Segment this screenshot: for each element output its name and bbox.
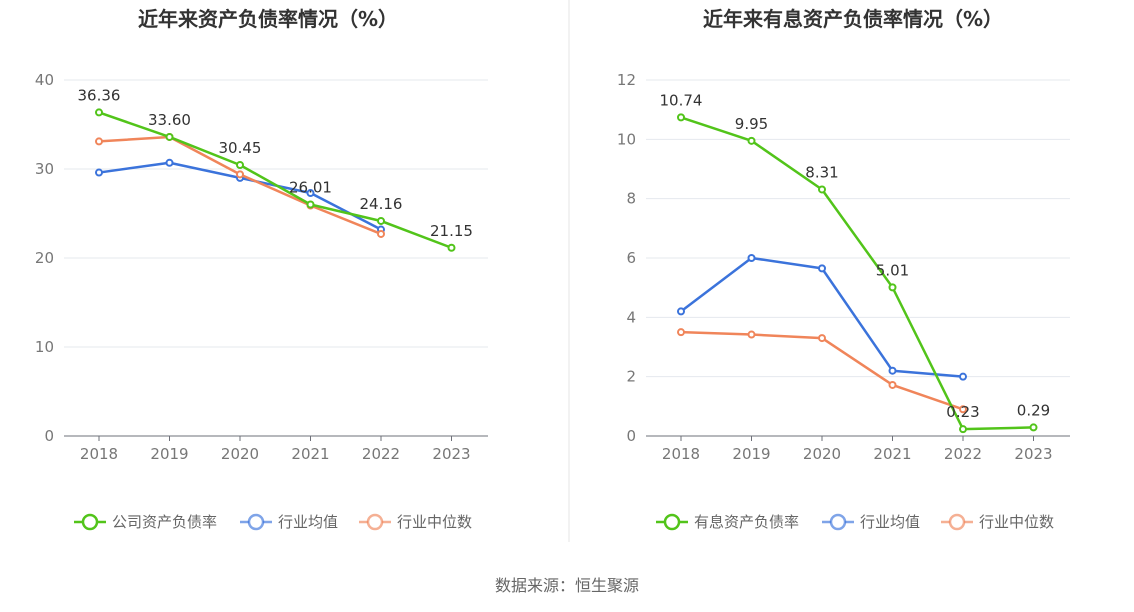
chart1-x-tick-label: 2022 [362, 445, 400, 463]
chart2-data-label: 9.95 [735, 115, 768, 133]
chart2-y-tick-label: 10 [617, 130, 636, 148]
chart2-series-3-point [959, 405, 967, 414]
chart1-series-3-point [95, 137, 103, 146]
chart1-legend-label-3: 行业中位数 [397, 513, 472, 531]
chart1-x-tick-label: 2023 [432, 445, 470, 463]
chart1-series-2-point [95, 168, 103, 177]
chart2-data-label: 10.74 [660, 91, 703, 109]
chart2-legend-marker-1 [663, 513, 681, 531]
chart1-x-tick-label: 2021 [291, 445, 329, 463]
chart2-title: 近年来有息资产负债率情况（%） [703, 7, 1003, 31]
chart2-legend-marker-3 [948, 513, 966, 531]
chart1-series-1-point [165, 132, 174, 141]
chart1-title: 近年来资产负债率情况（%） [138, 7, 398, 31]
chart2-data-label: 0.23 [946, 403, 979, 421]
chart1-data-label: 21.15 [430, 222, 473, 240]
chart2-data-label: 0.29 [1017, 401, 1050, 419]
chart1-data-label: 24.16 [360, 195, 403, 213]
chart2-x-tick-label: 2019 [732, 445, 770, 463]
chart1-y-tick-label: 20 [35, 249, 54, 267]
chart1-series-1-point [236, 160, 244, 169]
chart1-legend-label-1: 公司资产负债率 [112, 513, 217, 531]
chart1-legend-marker-3 [366, 513, 384, 531]
chart1-x-tick-label: 2018 [80, 445, 118, 463]
chart2-series-1-point [959, 425, 967, 434]
chart2-series-1-point [888, 283, 897, 292]
chart1-legend-marker-2 [247, 513, 265, 531]
chart2-y-tick-label: 8 [626, 190, 636, 208]
chart2-series-1-point [747, 136, 756, 145]
chart2-y-tick-label: 4 [626, 308, 636, 326]
chart1-series-1-point [447, 243, 456, 252]
chart2-x-tick-label: 2021 [873, 445, 911, 463]
chart1-series-2-point [306, 189, 315, 198]
chart1-x-tick-label: 2020 [221, 445, 259, 463]
chart2-x-tick-label: 2023 [1014, 445, 1052, 463]
chart1-data-label: 26.01 [289, 179, 332, 197]
chart2-data-label: 8.31 [805, 163, 838, 181]
chart2-legend-label-3: 行业中位数 [979, 513, 1054, 531]
chart2-y-tick-label: 2 [626, 368, 636, 386]
chart2-series-3-point [677, 328, 685, 337]
chart2-y-tick-label: 0 [626, 427, 636, 445]
chart2-series-1-point [1029, 423, 1038, 432]
chart2-x-tick-label: 2018 [662, 445, 700, 463]
chart2-series-1-point [677, 113, 685, 122]
chart1-y-tick-label: 30 [35, 160, 54, 178]
chart1-y-tick-label: 0 [44, 427, 54, 445]
chart2-series-2-point [677, 307, 685, 316]
chart1-data-label: 36.36 [78, 86, 121, 104]
chart2-series-3-point [747, 330, 756, 339]
chart2-y-tick-label: 12 [617, 71, 636, 89]
chart2-legend-label-1: 有息资产负债率 [694, 513, 799, 531]
chart2-series-3-point [888, 380, 897, 389]
chart2-y-tick-label: 6 [626, 249, 636, 267]
chart2-x-tick-label: 2020 [803, 445, 841, 463]
chart1-series-line-1 [98, 111, 452, 249]
chart2-legend-label-2: 行业均值 [860, 513, 920, 531]
chart2-data-label: 5.01 [876, 261, 909, 279]
chart1-legend-label-2: 行业均值 [278, 513, 338, 531]
chart2-series-line-1 [680, 116, 1034, 431]
chart2-legend-marker-2 [829, 513, 847, 531]
chart1-data-label: 30.45 [219, 139, 262, 157]
chart1-series-3-point [377, 229, 385, 238]
chart1-series-1-point [306, 200, 315, 209]
data-source-text: 数据来源：恒生聚源 [495, 576, 639, 595]
chart2-series-2-point [959, 372, 967, 381]
chart2-series-2-point [818, 264, 826, 273]
chart1-series-2-point [165, 158, 174, 167]
chart1-y-tick-label: 40 [35, 71, 54, 89]
chart1-x-tick-label: 2019 [150, 445, 188, 463]
chart1-series-3-point [236, 170, 244, 179]
chart1-legend-marker-1 [81, 513, 99, 531]
chart1-series-1-point [377, 216, 385, 225]
chart2-series-2-point [747, 254, 756, 262]
chart2-series-1-point [818, 185, 826, 194]
chart2-series-3-point [818, 334, 826, 343]
chart1-data-label: 33.60 [148, 111, 191, 129]
chart1-series-1-point [95, 108, 103, 117]
chart2-x-tick-label: 2022 [944, 445, 982, 463]
chart1-y-tick-label: 10 [35, 338, 54, 356]
chart2-series-2-point [888, 366, 897, 375]
